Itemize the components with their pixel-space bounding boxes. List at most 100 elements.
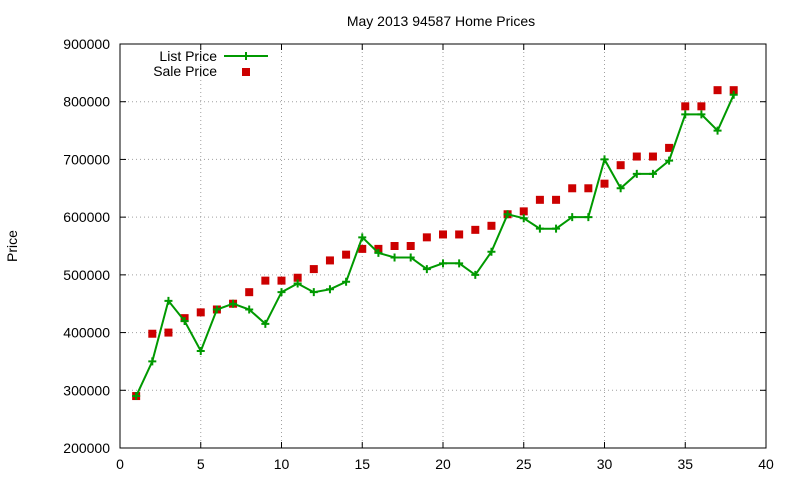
sale-price-point bbox=[148, 329, 157, 338]
list-price-point bbox=[519, 214, 528, 223]
x-tick-label: 0 bbox=[116, 456, 124, 472]
sale-price-point bbox=[552, 195, 561, 204]
sale-price-point bbox=[568, 184, 577, 193]
list-price-point bbox=[325, 285, 334, 294]
list-price-line bbox=[135, 94, 735, 397]
list-price-point bbox=[245, 305, 254, 314]
sale-price-point bbox=[309, 265, 318, 274]
list-price-point bbox=[584, 213, 593, 222]
sale-price-point bbox=[196, 308, 205, 317]
y-tick-label: 500000 bbox=[63, 267, 110, 283]
list-price-point bbox=[422, 265, 431, 274]
y-axis-label: Price bbox=[4, 230, 20, 262]
list-price-point bbox=[455, 259, 464, 268]
list-price-point bbox=[648, 169, 657, 178]
sale-price-point bbox=[406, 242, 415, 250]
list-price-point bbox=[342, 277, 351, 286]
x-tick-label: 25 bbox=[516, 456, 532, 472]
sale-price-point bbox=[277, 276, 286, 285]
sale-price-point bbox=[439, 230, 447, 239]
list-price-point bbox=[277, 288, 286, 297]
x-tick-label: 10 bbox=[274, 456, 290, 472]
sale-price-point bbox=[390, 242, 399, 250]
list-price-point bbox=[293, 279, 302, 288]
list-price-point bbox=[132, 392, 141, 401]
list-price-point bbox=[568, 213, 577, 222]
list-price-point bbox=[487, 247, 496, 256]
y-tick-label: 400000 bbox=[63, 325, 110, 341]
list-price-point bbox=[212, 305, 221, 314]
plot-frame bbox=[119, 43, 767, 449]
list-price-point bbox=[229, 299, 238, 308]
sale-price-point bbox=[342, 250, 351, 259]
list-price-point bbox=[374, 248, 383, 257]
chart-title: May 2013 94587 Home Prices bbox=[347, 13, 535, 29]
list-price-point bbox=[180, 317, 189, 326]
sale-price-point bbox=[697, 102, 706, 111]
sale-price-point bbox=[261, 276, 270, 285]
x-tick-label: 35 bbox=[677, 456, 693, 472]
list-price-point bbox=[164, 296, 173, 305]
sale-price-point bbox=[600, 179, 609, 188]
sale-price-point bbox=[487, 221, 496, 230]
x-tick-label: 20 bbox=[435, 456, 451, 472]
y-tick-label: 900000 bbox=[63, 36, 110, 52]
list-price-point bbox=[713, 126, 722, 135]
sale-price-point bbox=[519, 207, 528, 216]
sale-price-point bbox=[164, 328, 173, 337]
sale-price-point bbox=[535, 195, 544, 204]
axis-ticks: 0 5 10 15 20 25 30 35 40 200000 300000 400000 500000… bbox=[63, 36, 774, 472]
sale-price-point bbox=[616, 161, 625, 170]
y-tick-label: 600000 bbox=[63, 209, 110, 225]
y-tick-label: 700000 bbox=[63, 151, 110, 167]
legend-label-list-price: List Price bbox=[159, 48, 217, 64]
list-price-point bbox=[600, 155, 609, 164]
grid bbox=[120, 44, 766, 448]
sale-price-point bbox=[632, 152, 641, 161]
x-tick-label: 40 bbox=[758, 456, 774, 472]
list-price-point bbox=[552, 224, 561, 233]
y-tick-label: 200000 bbox=[63, 440, 110, 456]
list-price-point bbox=[439, 259, 447, 268]
list-price-point bbox=[148, 357, 157, 366]
legend: List Price Sale Price bbox=[153, 48, 268, 79]
list-price-point bbox=[535, 224, 544, 233]
sale-price-point bbox=[681, 102, 690, 111]
sale-price-point bbox=[471, 225, 480, 234]
sale-price-point bbox=[729, 86, 738, 95]
legend-samples bbox=[224, 52, 268, 76]
list-price-point bbox=[196, 347, 205, 356]
x-tick-label: 30 bbox=[597, 456, 613, 472]
list-price-point bbox=[358, 233, 367, 242]
legend-list-price-marker bbox=[242, 52, 250, 60]
sale-price-point bbox=[293, 273, 302, 282]
sale-price-point bbox=[245, 288, 254, 297]
legend-label-sale-price: Sale Price bbox=[153, 63, 217, 79]
list-price-point bbox=[681, 110, 690, 119]
y-tick-label: 300000 bbox=[63, 382, 110, 398]
list-price-point bbox=[729, 90, 738, 99]
x-tick-label: 15 bbox=[354, 456, 370, 472]
sale-price-point bbox=[648, 152, 657, 161]
sale-price-point bbox=[358, 244, 367, 253]
list-price-point bbox=[632, 169, 641, 178]
list-price-point bbox=[406, 253, 415, 262]
list-price-point bbox=[471, 270, 480, 279]
sale-price-point bbox=[665, 143, 674, 152]
sale-price-point bbox=[455, 230, 464, 239]
list-price-point bbox=[697, 110, 706, 119]
list-price-point bbox=[616, 184, 625, 193]
list-price-point bbox=[261, 319, 270, 328]
sale-price-point bbox=[422, 233, 431, 242]
sale-price-point bbox=[325, 256, 334, 265]
list-price-point bbox=[503, 210, 512, 219]
series bbox=[132, 86, 738, 401]
sale-price-point bbox=[713, 86, 722, 95]
y-tick-label: 800000 bbox=[63, 94, 110, 110]
x-tick-label: 5 bbox=[197, 456, 205, 472]
sale-price-point bbox=[374, 244, 383, 253]
legend-sale-price-marker bbox=[242, 68, 250, 76]
sale-price-point bbox=[584, 184, 593, 193]
list-price-point bbox=[390, 253, 399, 262]
